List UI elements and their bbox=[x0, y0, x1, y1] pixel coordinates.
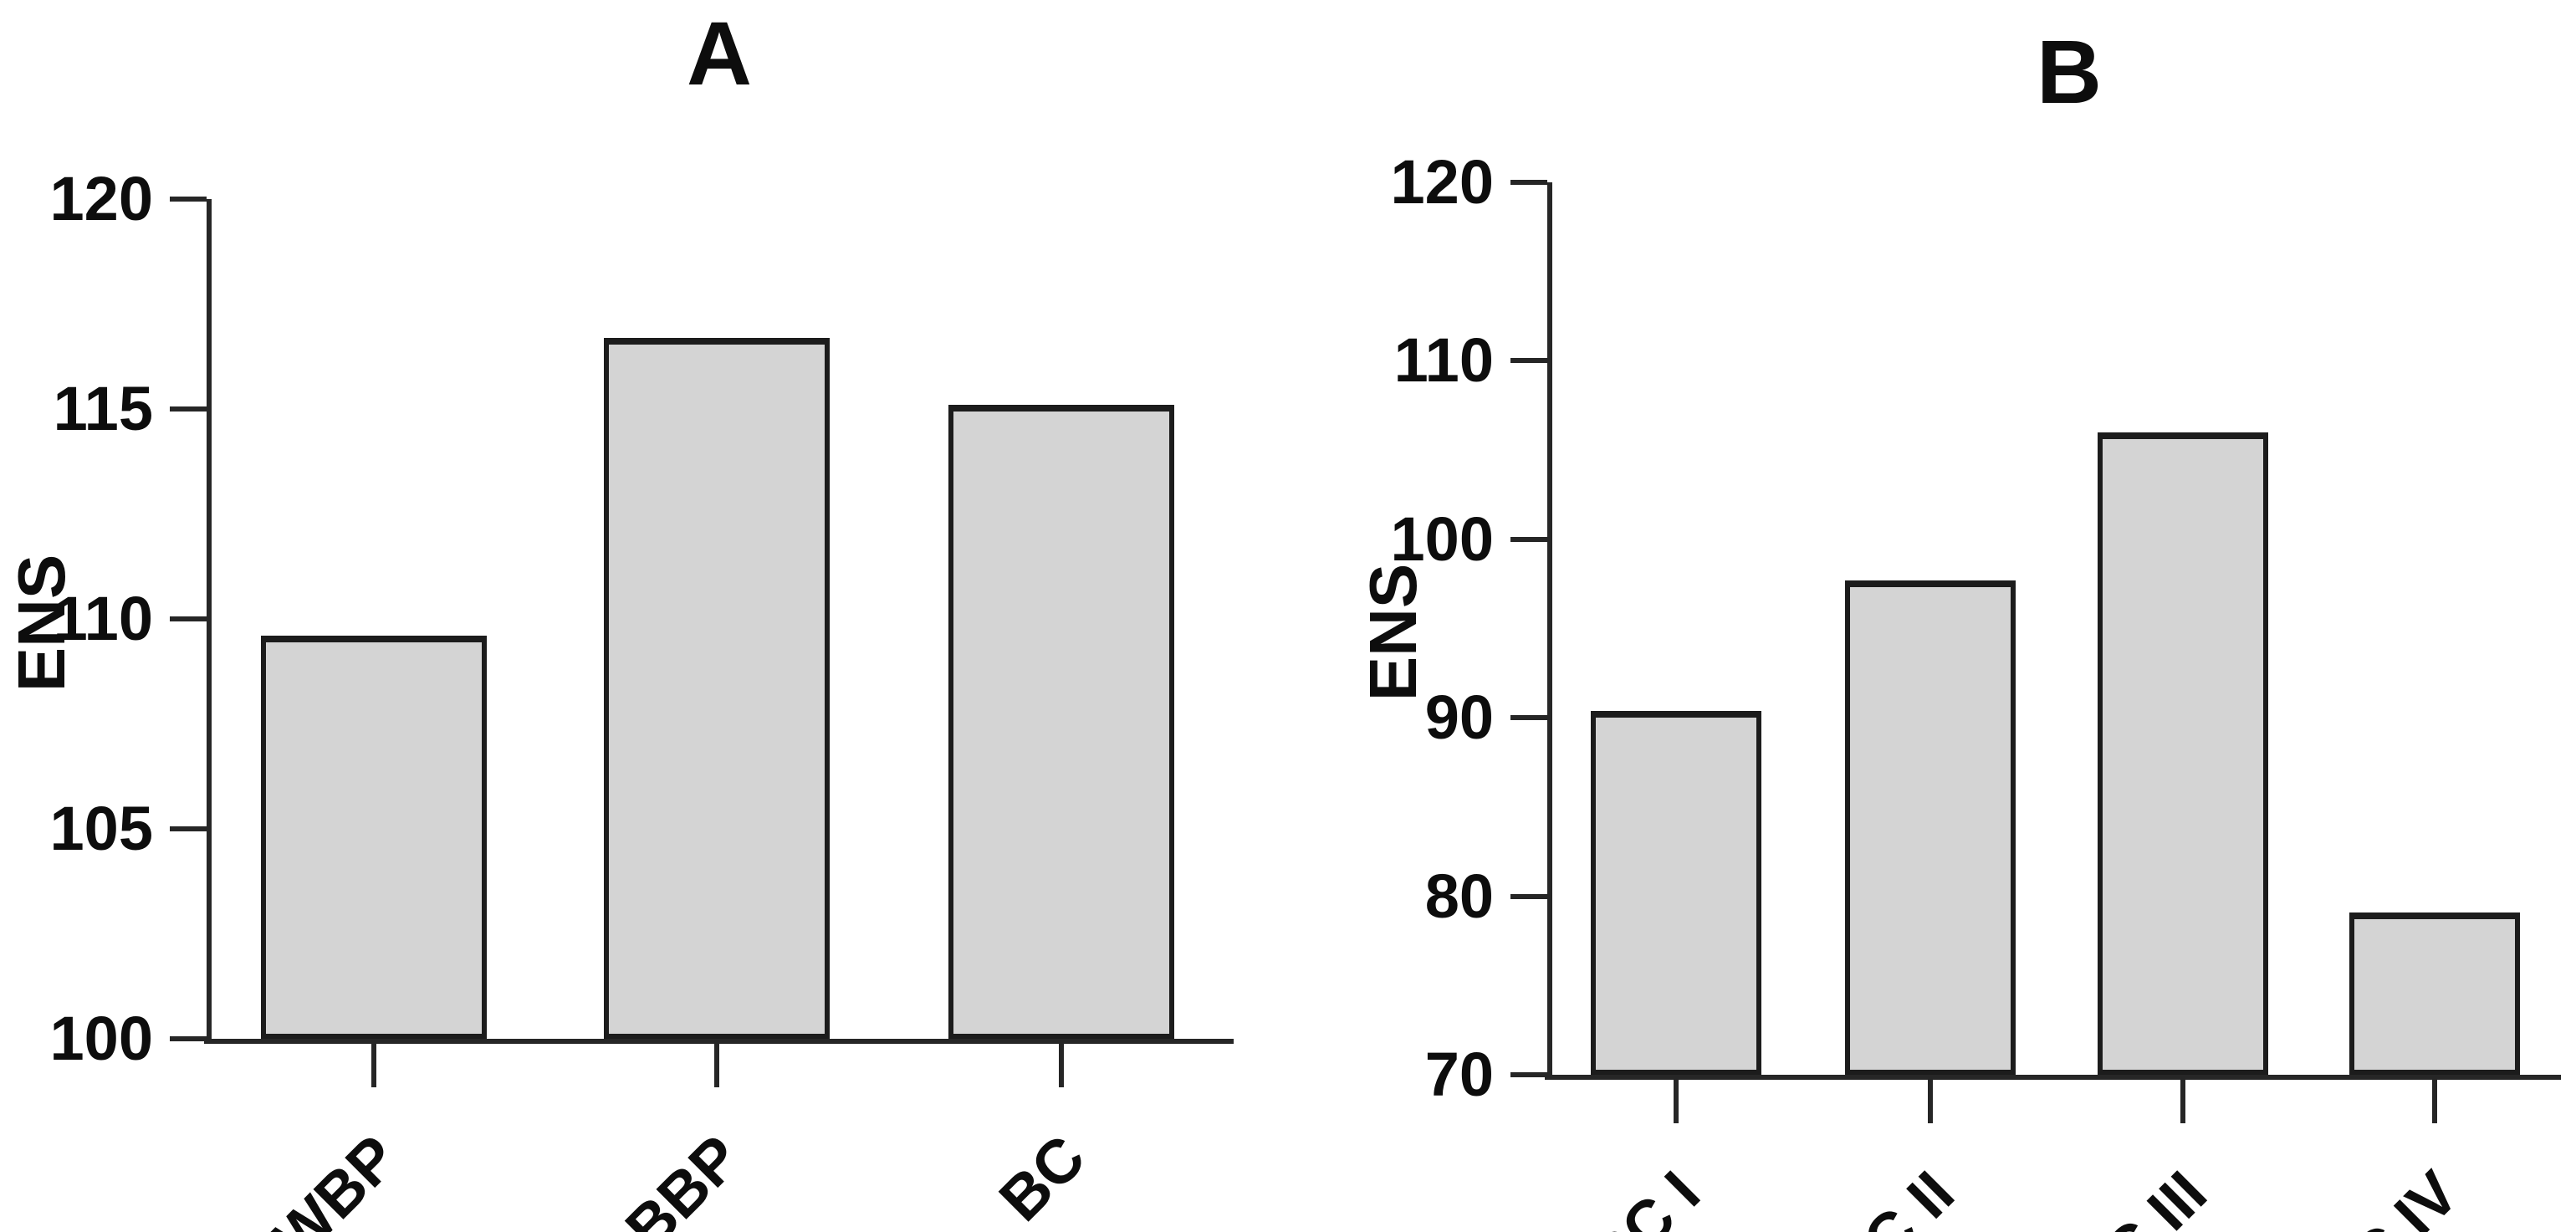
y-tick-label: 90 bbox=[1424, 682, 1494, 753]
panel-b-title: B bbox=[2037, 21, 2102, 122]
y-tick-mark bbox=[170, 197, 207, 202]
panel-a-title: A bbox=[687, 3, 752, 104]
y-tick-mark bbox=[1510, 715, 1547, 721]
y-tick-mark bbox=[170, 406, 207, 412]
y-tick-label: 120 bbox=[1390, 147, 1494, 217]
x-category-label: BC IV bbox=[2212, 1158, 2471, 1232]
y-tick-mark bbox=[1510, 893, 1547, 899]
x-tick-mark bbox=[371, 1044, 376, 1087]
x-tick-mark bbox=[1674, 1080, 1679, 1123]
y-tick-label: 100 bbox=[1390, 504, 1494, 574]
bar-bc-ii bbox=[1845, 580, 2016, 1075]
x-axis-line bbox=[1545, 1075, 2561, 1080]
bar-bc-i bbox=[1591, 710, 1761, 1075]
bar-bc bbox=[948, 404, 1174, 1039]
y-axis-line bbox=[1547, 182, 1552, 1080]
y-tick-label: 120 bbox=[49, 164, 153, 233]
y-tick-mark bbox=[1510, 1072, 1547, 1077]
y-tick-label: 100 bbox=[49, 1004, 153, 1073]
x-category-label: BC III bbox=[1960, 1158, 2220, 1232]
x-tick-mark bbox=[1059, 1044, 1064, 1087]
x-category-label: BC II bbox=[1708, 1158, 1967, 1232]
bar-bc-iv bbox=[2349, 912, 2520, 1075]
bar-bbp bbox=[604, 337, 830, 1039]
y-tick-mark bbox=[170, 616, 207, 621]
bar-bc-iii bbox=[2098, 432, 2268, 1075]
y-tick-mark bbox=[1510, 358, 1547, 364]
x-tick-mark bbox=[714, 1044, 719, 1087]
bar-wbp bbox=[261, 636, 487, 1039]
y-tick-label: 110 bbox=[1393, 325, 1494, 396]
y-tick-mark bbox=[1510, 536, 1547, 542]
x-axis-line bbox=[204, 1039, 1234, 1044]
y-tick-mark bbox=[1510, 180, 1547, 185]
y-axis-line bbox=[207, 199, 212, 1044]
x-tick-mark bbox=[2432, 1080, 2437, 1123]
x-category-label: BC I bbox=[1576, 1158, 1713, 1232]
x-tick-mark bbox=[1928, 1080, 1933, 1123]
y-tick-label: 115 bbox=[53, 374, 153, 443]
y-tick-label: 110 bbox=[53, 584, 153, 653]
x-tick-mark bbox=[2180, 1080, 2185, 1123]
y-tick-label: 70 bbox=[1424, 1040, 1494, 1109]
y-tick-label: 105 bbox=[49, 794, 153, 863]
y-tick-mark bbox=[170, 826, 207, 831]
y-tick-mark bbox=[170, 1036, 207, 1041]
y-tick-label: 80 bbox=[1424, 861, 1494, 931]
